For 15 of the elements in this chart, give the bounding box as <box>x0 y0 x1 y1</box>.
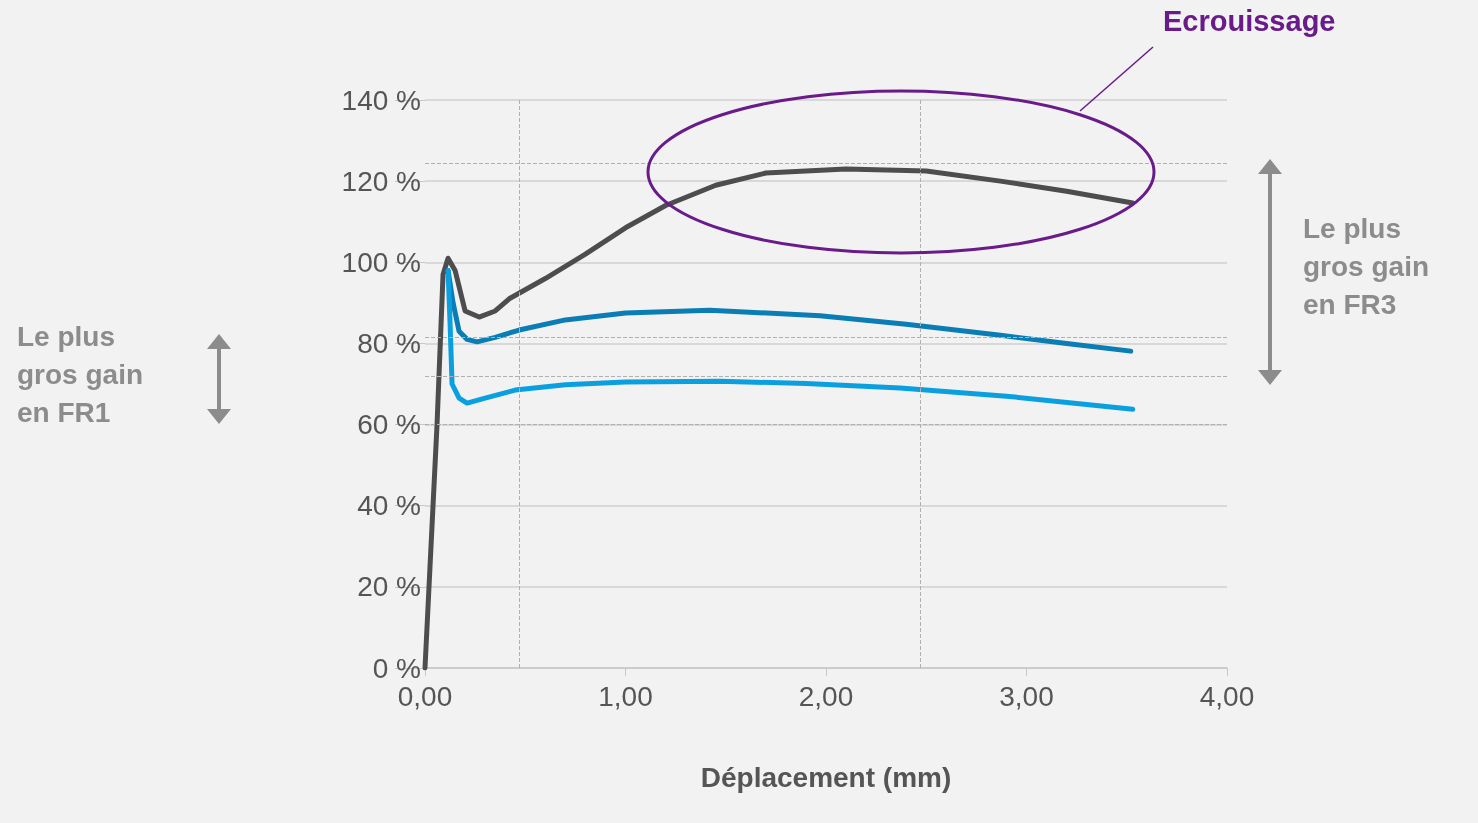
x-tick-label: 3,00 <box>999 680 1054 712</box>
y-tick-label: 140 % <box>341 84 421 116</box>
y-tick-label: 60 % <box>357 409 421 441</box>
y-tick-label: 100 % <box>341 246 421 278</box>
x-tick-label: 4,00 <box>1199 680 1255 712</box>
y-tick-label: 20 % <box>357 571 421 603</box>
y-tick-label: 80 % <box>357 327 421 359</box>
x-tick-label: 1,00 <box>598 680 653 712</box>
text: Ecrouissage <box>1163 4 1336 39</box>
text: Le plus gros gain en FR1 <box>17 320 144 430</box>
y-tick-label: 40 % <box>357 490 421 522</box>
x-axis-title: Déplacement (mm) <box>700 761 952 793</box>
x-tick-label: 2,00 <box>798 680 854 712</box>
text: Le plus gros gain en FR3 <box>1303 212 1430 322</box>
y-tick-label: 120 % <box>341 165 421 197</box>
